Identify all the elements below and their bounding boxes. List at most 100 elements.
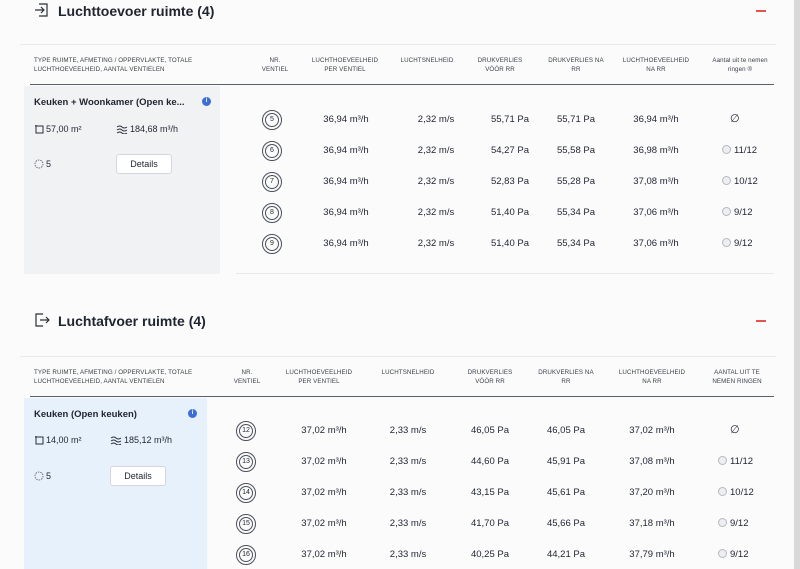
- cell-loss-after: 55,34 Pa: [556, 238, 596, 249]
- room-total-flow: 185,12 m³/h: [110, 435, 173, 446]
- cell-rings: 10/12: [718, 487, 754, 498]
- cell-loss-after: 44,21 Pa: [546, 549, 586, 560]
- cell-speed: 2,33 m/s: [389, 518, 427, 529]
- cell-rings: 11/12: [722, 145, 757, 156]
- vent-number-icon: 16: [236, 545, 256, 565]
- cell-speed: 2,33 m/s: [389, 487, 427, 498]
- cell-loss-before: 41,70 Pa: [470, 518, 510, 529]
- section-divider: [20, 44, 776, 45]
- cell-flow-after: 37,06 m³/h: [633, 207, 679, 218]
- room-vent-count: 5: [34, 471, 51, 481]
- cell-rings: 10/12: [722, 176, 758, 187]
- room-vent-count-value: 5: [46, 159, 52, 169]
- cell-loss-after: 45,66 Pa: [546, 518, 586, 529]
- ring-icon: [722, 207, 731, 216]
- cell-flow: 36,94 m³/h: [323, 145, 369, 156]
- ring-icon: [722, 145, 731, 154]
- cell-flow: 36,94 m³/h: [323, 114, 369, 125]
- cell-loss-before: 51,40 Pa: [490, 238, 530, 249]
- cell-flow-after: 37,79 m³/h: [629, 549, 675, 560]
- cell-speed: 2,32 m/s: [417, 114, 455, 125]
- ring-icon: [718, 487, 727, 496]
- area-icon: [35, 436, 44, 445]
- section-header: Luchtafvoer ruimte (4): [20, 312, 776, 332]
- vent-number-icon: 8: [262, 203, 282, 223]
- no-rings-icon: ∅: [730, 424, 740, 436]
- room-area-value: 14,00 m²: [46, 435, 82, 445]
- vent-number-icon: 15: [236, 514, 256, 534]
- details-button[interactable]: Details: [110, 466, 166, 486]
- window-edge: [794, 0, 800, 569]
- cell-speed: 2,33 m/s: [389, 425, 427, 436]
- cell-speed: 2,32 m/s: [417, 207, 455, 218]
- cell-flow: 36,94 m³/h: [323, 207, 369, 218]
- header-flow-after: LUCHTHOEVEELHEID NA RR: [618, 369, 686, 385]
- cell-flow-after: 37,08 m³/h: [633, 176, 679, 187]
- ring-icon: [718, 456, 727, 465]
- room-total-flow-value: 184,68 m³/h: [130, 124, 179, 134]
- table-header: TYPE RUIMTE, AFMETING / OPPERVLAKTE, TOT…: [20, 368, 776, 408]
- cell-loss-before: 44,60 Pa: [470, 456, 510, 467]
- cell-loss-after: 55,71 Pa: [556, 114, 596, 125]
- room-vent-count: 5: [34, 159, 51, 169]
- room-area-value: 57,00 m²: [46, 124, 82, 134]
- cell-rings: 9/12: [722, 207, 753, 218]
- ring-icon: [722, 176, 731, 185]
- cell-loss-before: 40,25 Pa: [470, 549, 510, 560]
- cell-flow: 36,94 m³/h: [323, 176, 369, 187]
- table-header: TYPE RUIMTE, AFMETING / OPPERVLAKTE, TOT…: [20, 56, 776, 96]
- info-icon[interactable]: i: [188, 409, 197, 418]
- cell-flow: 37,02 m³/h: [301, 549, 347, 560]
- rows-divider: [236, 273, 774, 274]
- section-supply: Luchttoevoer ruimte (4) TYPE RUIMTE, AFM…: [20, 0, 776, 280]
- section-divider: [20, 356, 776, 357]
- room-total-flow: 184,68 m³/h: [116, 124, 179, 135]
- cell-loss-before: 52,83 Pa: [490, 176, 530, 187]
- cell-loss-before: 46,05 Pa: [470, 425, 510, 436]
- cell-loss-after: 55,28 Pa: [556, 176, 596, 187]
- header-loss-before: DRUKVERLIES VÓÓR RR: [467, 369, 513, 385]
- cell-rings: 9/12: [718, 518, 749, 529]
- cell-rings: 9/12: [718, 549, 749, 560]
- cell-loss-after: 55,58 Pa: [556, 145, 596, 156]
- details-button[interactable]: Details: [116, 154, 172, 174]
- cell-speed: 2,33 m/s: [389, 549, 427, 560]
- vent-number-icon: 14: [236, 483, 256, 503]
- room-name: Keuken (Open keuken): [34, 409, 137, 420]
- section-title: Luchtafvoer ruimte (4): [58, 313, 206, 329]
- header-rings: Aantal uit te nemen ringen ®: [712, 57, 768, 73]
- cell-loss-after: 45,91 Pa: [546, 456, 586, 467]
- collapse-button[interactable]: [756, 320, 766, 322]
- cell-flow: 36,94 m³/h: [323, 238, 369, 249]
- header-speed: LUCHTSNELHEID: [400, 57, 454, 64]
- cell-speed: 2,32 m/s: [417, 176, 455, 187]
- exit-arrow-icon: [35, 313, 50, 327]
- cell-speed: 2,32 m/s: [417, 238, 455, 249]
- info-icon[interactable]: i: [202, 97, 211, 106]
- cell-flow-after: 37,20 m³/h: [629, 487, 675, 498]
- cell-speed: 2,33 m/s: [389, 456, 427, 467]
- cell-flow-after: 36,94 m³/h: [633, 114, 679, 125]
- header-flow: LUCHTHOEVEELHEID PER VENTIEL: [311, 57, 379, 73]
- ring-icon: [722, 238, 731, 247]
- room-total-flow-value: 185,12 m³/h: [124, 435, 173, 445]
- enter-arrow-icon: [35, 3, 48, 17]
- cell-flow: 37,02 m³/h: [301, 425, 347, 436]
- header-speed: LUCHTSNELHEID: [381, 369, 435, 376]
- room-card: Keuken (Open keuken) i 14,00 m² 185,12 m…: [24, 398, 207, 569]
- vent-number-icon: 12: [236, 421, 256, 441]
- cell-flow-after: 37,08 m³/h: [629, 456, 675, 467]
- cell-loss-before: 51,40 Pa: [490, 207, 530, 218]
- header-room: TYPE RUIMTE, AFMETING / OPPERVLAKTE, TOT…: [34, 57, 193, 73]
- vent-icon: [34, 471, 44, 481]
- no-rings-icon: ∅: [730, 113, 740, 125]
- vent-icon: [34, 159, 44, 169]
- collapse-button[interactable]: [756, 10, 766, 12]
- section-header: Luchttoevoer ruimte (4): [20, 2, 776, 22]
- cell-loss-before: 54,27 Pa: [490, 145, 530, 156]
- room-card: Keuken + Woonkamer (Open ke... i 57,00 m…: [24, 86, 220, 274]
- cell-flow: 37,02 m³/h: [301, 456, 347, 467]
- airflow-icon: [116, 125, 128, 135]
- vent-number-icon: 9: [262, 234, 282, 254]
- header-nr: NR. VENTIEL: [233, 369, 261, 385]
